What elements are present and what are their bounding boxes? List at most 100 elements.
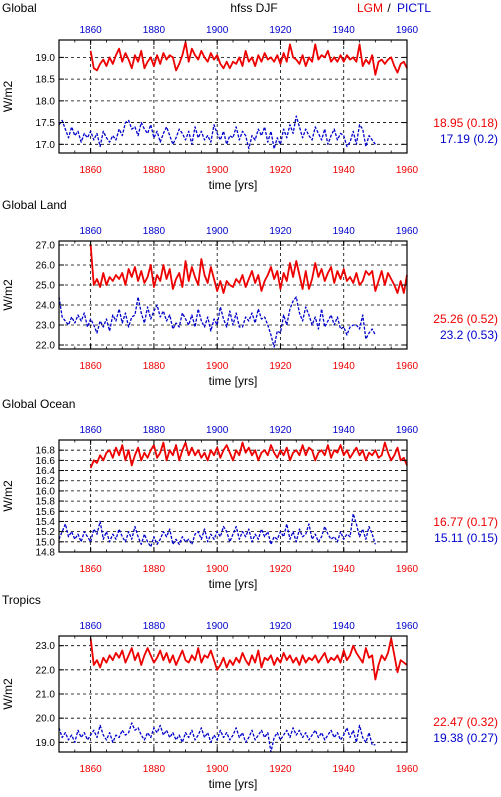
y-tick-label: 23.0: [36, 641, 56, 652]
x-tick-label-top: 1940: [333, 621, 356, 632]
stat-pictl: 15.11 (0.15): [434, 531, 498, 545]
x-tick-label-bottom: 1860: [80, 165, 103, 176]
y-tick-label: 15.8: [36, 497, 56, 508]
legend-pictl: PICTL: [397, 1, 431, 15]
series-line-pictl: [58, 722, 376, 753]
stat-lgm: 22.47 (0.32): [433, 715, 498, 729]
x-tick-label-top: 1900: [206, 621, 229, 632]
x-tick-label-bottom: 1920: [269, 361, 292, 372]
x-axis-title: time [yrs]: [209, 777, 258, 791]
x-tick-label-bottom: 1900: [206, 165, 229, 176]
y-tick-label: 22.0: [36, 341, 56, 352]
x-tick-label-bottom: 1960: [396, 165, 419, 176]
x-tick-label-bottom: 1920: [269, 564, 292, 575]
x-tick-label-bottom: 1960: [396, 564, 419, 575]
x-tick-label-bottom: 1900: [206, 764, 229, 775]
y-tick-label: 16.2: [36, 476, 56, 487]
y-tick-label: 19.0: [36, 53, 56, 64]
panel-0: 1860 1860 1880 1880 1900 1900 1920 1920 1940 1940…: [1, 25, 498, 192]
y-tick-label: 18.5: [36, 75, 56, 86]
stat-lgm: 16.77 (0.17): [433, 515, 498, 529]
stat-pictl: 19.38 (0.27): [433, 731, 498, 745]
stat-pictl: 23.2 (0.53): [440, 328, 498, 342]
y-tick-label: 24.0: [36, 301, 56, 312]
x-tick-label-bottom: 1960: [396, 764, 419, 775]
series-line-pictl: [58, 115, 376, 150]
y-tick-label: 18.0: [36, 96, 56, 107]
x-tick-label-bottom: 1880: [143, 361, 166, 372]
x-tick-label-top: 1920: [269, 226, 292, 237]
y-axis-title: W/m2: [1, 678, 15, 710]
x-tick-label-top: 1940: [333, 425, 356, 436]
x-tick-label-top: 1880: [143, 621, 166, 632]
x-tick-label-bottom: 1900: [206, 564, 229, 575]
x-axis-title: time [yrs]: [209, 178, 258, 192]
stat-lgm: 18.95 (0.18): [433, 116, 498, 130]
x-tick-label-top: 1900: [206, 25, 229, 36]
x-tick-label-top: 1960: [396, 621, 419, 632]
x-tick-label-bottom: 1880: [143, 165, 166, 176]
panel-1: Global Land 1860 1860 1880 1880 1900 1900 1920 1…: [1, 198, 498, 388]
x-tick-label-bottom: 1900: [206, 361, 229, 372]
y-tick-label: 15.6: [36, 507, 56, 518]
x-tick-label-top: 1900: [206, 425, 229, 436]
y-axis-title: W/m2: [1, 81, 15, 113]
x-tick-label-bottom: 1920: [269, 764, 292, 775]
y-tick-label: 16.4: [36, 466, 56, 477]
x-tick-label-bottom: 1920: [269, 165, 292, 176]
header-center: hfss DJF: [230, 1, 277, 15]
x-tick-label-top: 1920: [269, 621, 292, 632]
x-tick-label-top: 1900: [206, 226, 229, 237]
series-line-pictl: [58, 296, 376, 348]
x-tick-label-bottom: 1880: [143, 564, 166, 575]
x-tick-label-top: 1920: [269, 425, 292, 436]
y-tick-label: 19.0: [36, 738, 56, 749]
x-tick-label-top: 1860: [80, 25, 103, 36]
y-tick-label: 17.0: [36, 140, 56, 151]
x-tick-label-top: 1860: [80, 621, 103, 632]
x-tick-label-bottom: 1860: [80, 564, 103, 575]
x-tick-label-top: 1960: [396, 425, 419, 436]
series-line-pictl: [58, 513, 376, 548]
stat-pictl: 17.19 (0.2): [440, 132, 498, 146]
x-tick-label-top: 1860: [80, 425, 103, 436]
header-left: Global: [2, 1, 37, 15]
x-axis-title: time [yrs]: [209, 577, 258, 591]
panel-title: Global Ocean: [2, 397, 75, 411]
series-line-lgm: [89, 41, 408, 76]
series-line-lgm: [89, 441, 408, 469]
x-tick-label-top: 1880: [143, 25, 166, 36]
y-tick-label: 25.0: [36, 281, 56, 292]
x-tick-label-bottom: 1940: [333, 361, 356, 372]
x-tick-label-top: 1860: [80, 226, 103, 237]
y-tick-label: 14.8: [36, 548, 56, 559]
y-tick-label: 15.0: [36, 537, 56, 548]
panel-3: Tropics 1860 1860 1880 1880 1900 1900 1920 1920 1…: [1, 593, 498, 791]
panel-title: Tropics: [2, 593, 41, 607]
y-tick-label: 15.2: [36, 527, 56, 538]
series-line-lgm: [89, 637, 408, 681]
y-axis-title: W/m2: [1, 279, 15, 311]
y-tick-label: 16.8: [36, 446, 56, 457]
legend-sep: /: [387, 1, 391, 15]
x-tick-label-bottom: 1860: [80, 361, 103, 372]
panel-title: Global Land: [2, 198, 67, 212]
series-line-lgm: [89, 244, 408, 294]
y-tick-label: 22.0: [36, 665, 56, 676]
x-tick-label-bottom: 1960: [396, 361, 419, 372]
panel-2: Global Ocean 1860 1860 1880 1880 1900 1900 1920…: [1, 397, 498, 591]
y-tick-label: 26.0: [36, 261, 56, 272]
x-tick-label-top: 1940: [333, 25, 356, 36]
x-tick-label-top: 1920: [269, 25, 292, 36]
x-tick-label-top: 1880: [143, 226, 166, 237]
x-tick-label-bottom: 1860: [80, 764, 103, 775]
y-tick-label: 27.0: [36, 241, 56, 252]
x-axis-title: time [yrs]: [209, 374, 258, 388]
stat-lgm: 25.26 (0.52): [433, 312, 498, 326]
y-tick-label: 16.6: [36, 456, 56, 467]
x-tick-label-top: 1960: [396, 25, 419, 36]
x-tick-label-top: 1960: [396, 226, 419, 237]
y-tick-label: 17.5: [36, 118, 56, 129]
x-tick-label-top: 1940: [333, 226, 356, 237]
y-axis-title: W/m2: [1, 480, 15, 512]
